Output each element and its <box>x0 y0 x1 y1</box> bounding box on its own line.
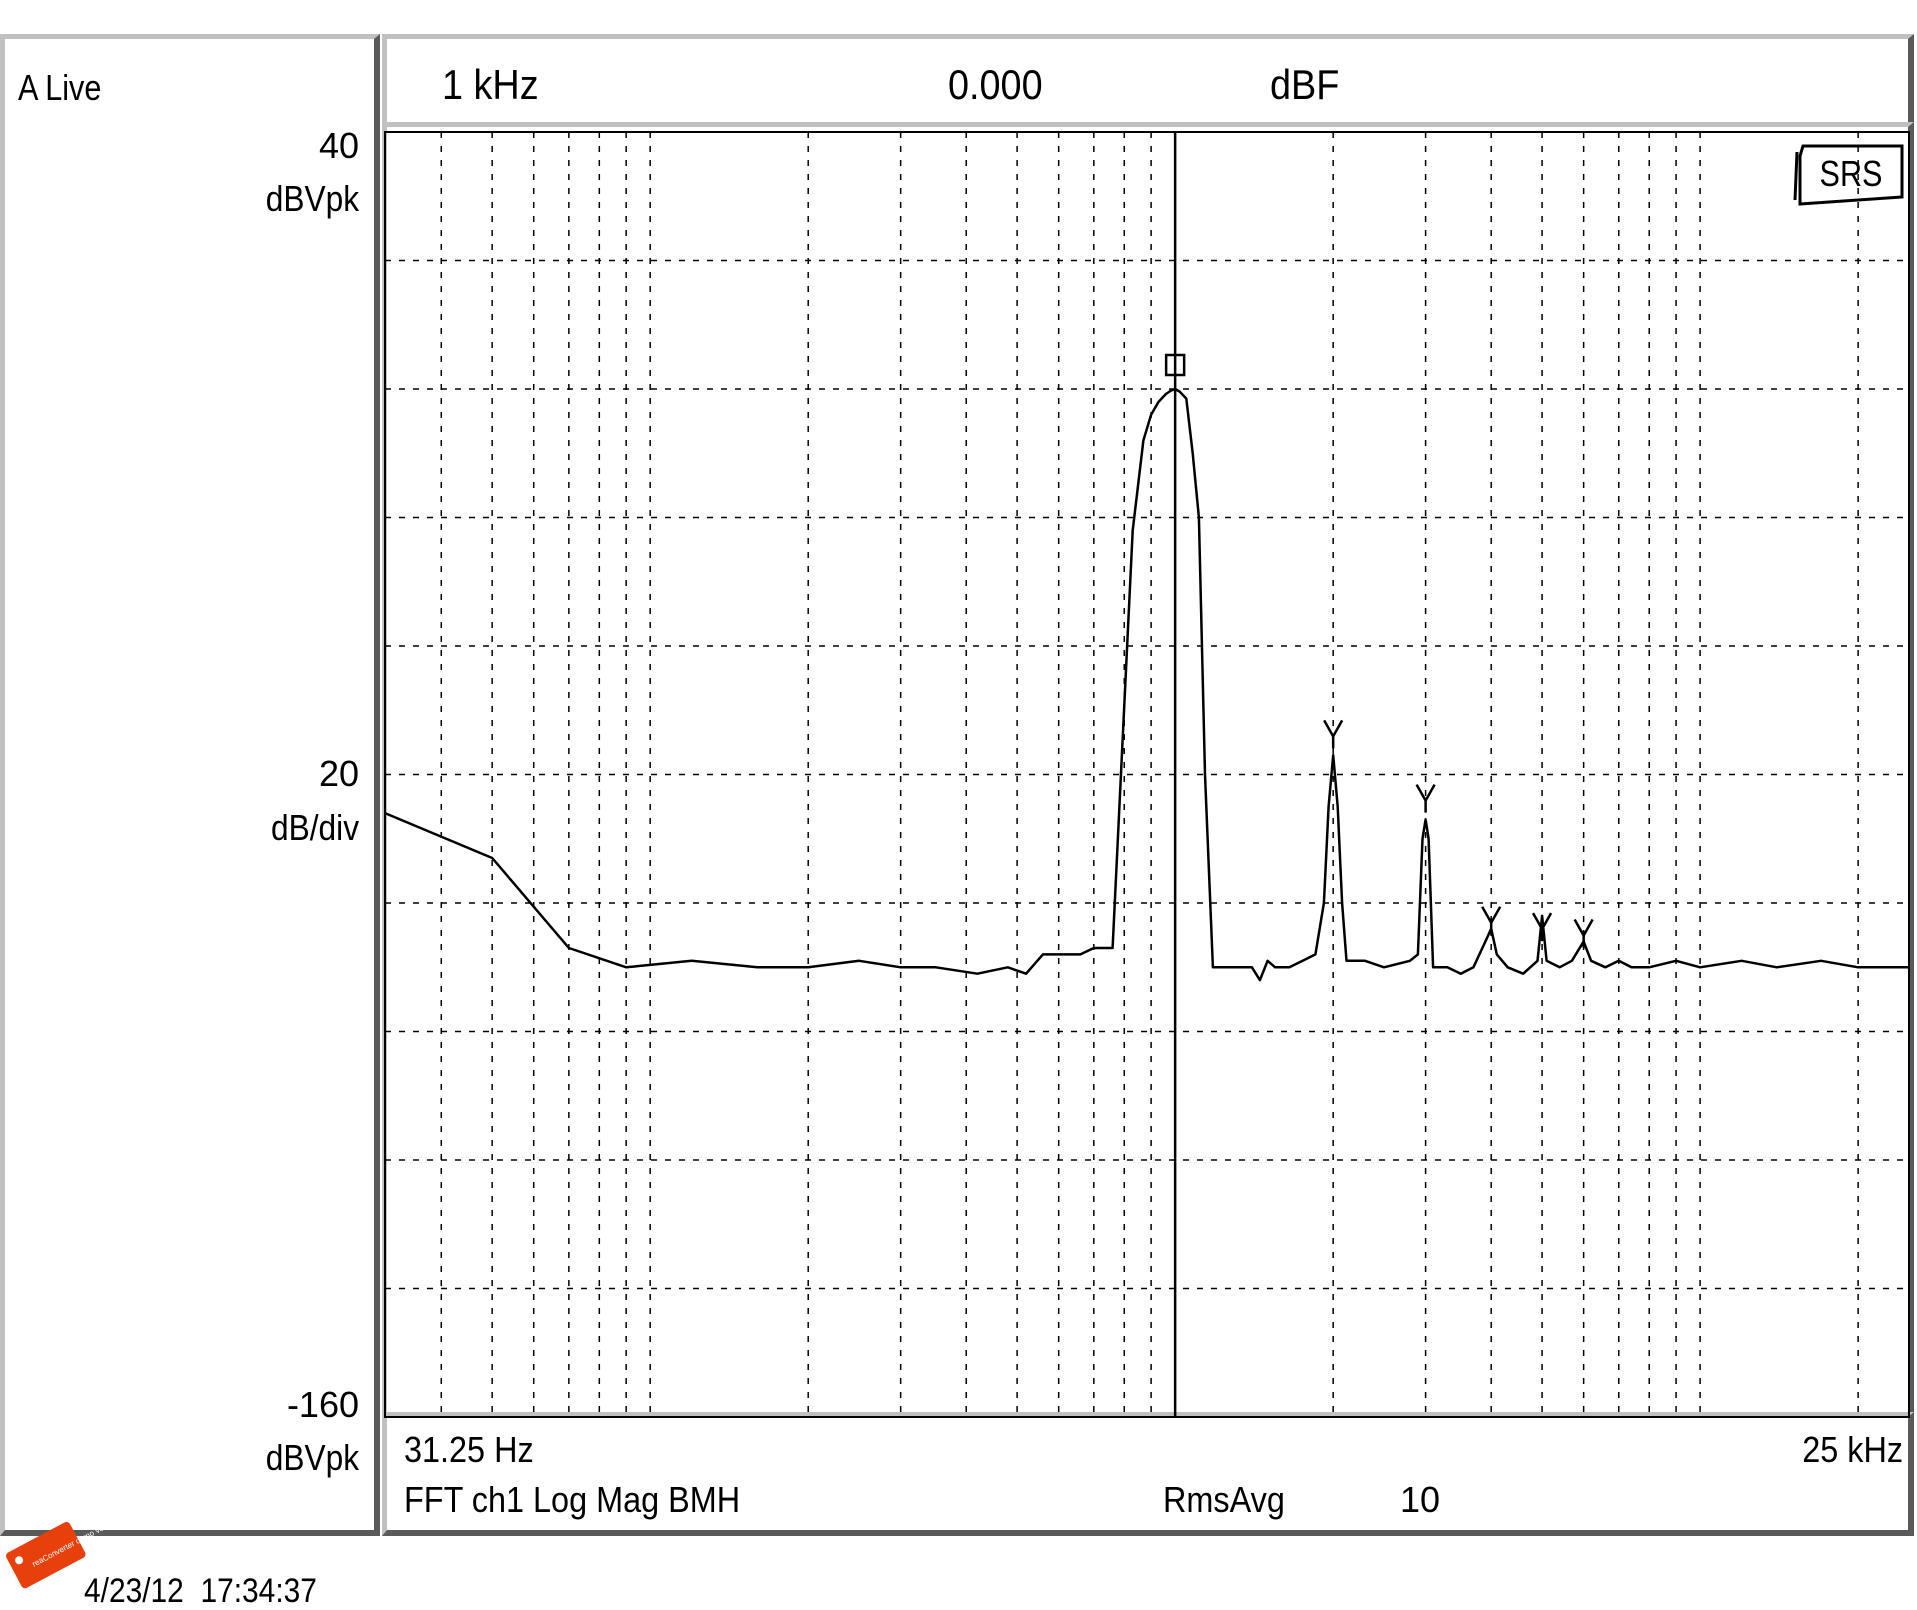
harmonic-marker <box>1481 906 1502 926</box>
marker-frequency: 1 kHz <box>442 61 539 108</box>
srs-logo-text: SRS <box>1820 155 1883 195</box>
spectrum-trace <box>384 387 1909 982</box>
y-top-value: 40 <box>318 125 359 166</box>
srs-logo-icon: SRS <box>1793 144 1904 206</box>
y-top-unit: dBVpk <box>265 178 359 219</box>
trace-layer <box>384 387 1909 982</box>
y-scale-value: 20 <box>318 753 359 794</box>
footer-panel <box>382 1412 1914 1536</box>
display-title: A Live <box>18 67 102 108</box>
stop-frequency: 25 kHz <box>1802 1429 1903 1470</box>
y-bottom-value: -160 <box>286 1384 359 1425</box>
measurement-label: FFT ch1 Log Mag BMH <box>404 1479 741 1520</box>
average-count: 10 <box>1400 1479 1441 1520</box>
timestamp: 4/23/12 17:34:37 <box>84 1572 317 1610</box>
watermark-icon: reaConverter demo version <box>6 1515 121 1589</box>
y-bottom-unit: dBVpk <box>265 1437 359 1478</box>
marker-unit: dBF <box>1270 61 1340 108</box>
grid <box>384 131 1910 1418</box>
marker-layer <box>1164 132 1594 1417</box>
average-mode: RmsAvg <box>1163 1479 1285 1520</box>
y-scale-unit: dB/div <box>270 807 359 848</box>
left-panel <box>0 34 380 1536</box>
start-frequency: 31.25 Hz <box>404 1429 534 1470</box>
marker-value: 0.000 <box>948 61 1043 108</box>
header-panel <box>382 34 1914 128</box>
marker-box <box>1164 353 1186 377</box>
